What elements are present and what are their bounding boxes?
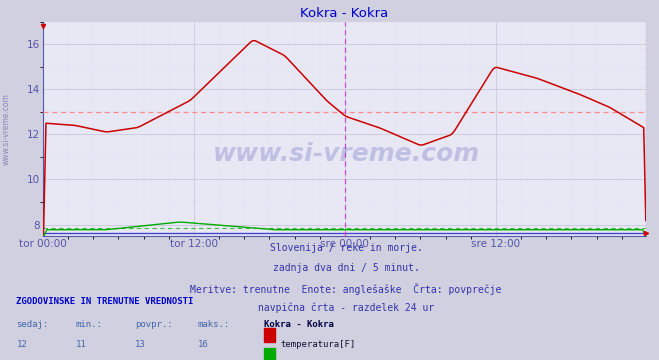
Text: 16: 16 bbox=[198, 340, 208, 349]
Text: ZGODOVINSKE IN TRENUTNE VREDNOSTI: ZGODOVINSKE IN TRENUTNE VREDNOSTI bbox=[16, 297, 194, 306]
Text: Kokra - Kokra: Kokra - Kokra bbox=[264, 320, 333, 329]
Text: maks.:: maks.: bbox=[198, 320, 230, 329]
Text: temperatura[F]: temperatura[F] bbox=[281, 340, 356, 349]
Text: min.:: min.: bbox=[76, 320, 103, 329]
Text: www.si-vreme.com: www.si-vreme.com bbox=[212, 143, 480, 166]
Text: Meritve: trenutne  Enote: anglešaške  Črta: povprečje: Meritve: trenutne Enote: anglešaške Črta… bbox=[190, 283, 501, 294]
Title: Kokra - Kokra: Kokra - Kokra bbox=[301, 8, 388, 21]
Text: zadnja dva dni / 5 minut.: zadnja dva dni / 5 minut. bbox=[273, 263, 419, 273]
Text: navpična črta - razdelek 24 ur: navpična črta - razdelek 24 ur bbox=[258, 302, 434, 313]
Text: 11: 11 bbox=[76, 340, 86, 349]
Text: sedaj:: sedaj: bbox=[16, 320, 49, 329]
Text: 13: 13 bbox=[135, 340, 146, 349]
Text: www.si-vreme.com: www.si-vreme.com bbox=[2, 93, 11, 165]
Text: 12: 12 bbox=[16, 340, 27, 349]
Text: Slovenija / reke in morje.: Slovenija / reke in morje. bbox=[270, 243, 422, 253]
Text: povpr.:: povpr.: bbox=[135, 320, 173, 329]
